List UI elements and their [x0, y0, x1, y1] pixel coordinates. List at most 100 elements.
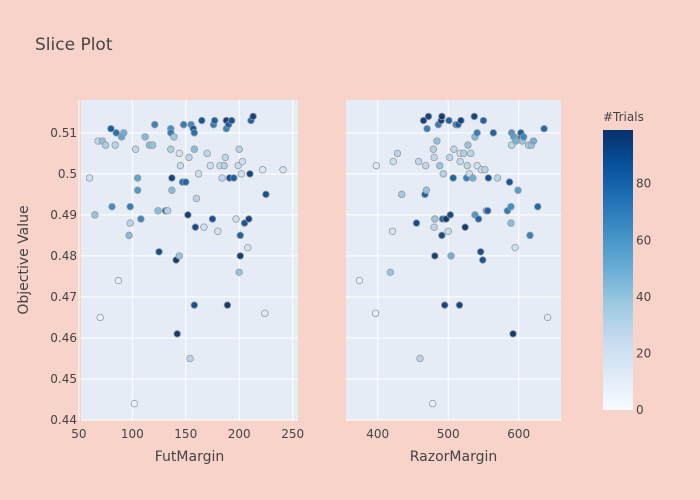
scatter-point: [438, 231, 446, 240]
scatter-point: [126, 219, 134, 227]
scatter-point: [416, 354, 424, 363]
scatter-point: [185, 153, 193, 162]
scatter-point: [279, 166, 287, 174]
scatter-point: [514, 186, 522, 194]
x-tick-label: 150: [174, 427, 197, 441]
scatter-point: [526, 231, 534, 240]
scatter-point: [168, 174, 176, 182]
x-tick-label: 500: [437, 427, 460, 441]
scatter-point: [484, 174, 493, 182]
scatter-point: [137, 215, 145, 223]
scatter-point: [433, 137, 441, 145]
colorbar-tick-label: 80: [636, 177, 651, 191]
scatter-point: [133, 186, 142, 194]
scatter-point: [163, 207, 172, 215]
scatter-point: [474, 215, 483, 223]
scatter-point: [489, 129, 498, 137]
scatter-point: [114, 276, 123, 285]
scatter-point: [505, 178, 514, 186]
scatter-point: [125, 231, 133, 240]
scatter-point: [371, 309, 380, 318]
scatter-point: [203, 149, 211, 158]
scatter-point: [176, 161, 185, 170]
scatter-point: [108, 202, 116, 211]
y-tick-label: 0.44: [50, 413, 77, 427]
scatter-point: [167, 145, 175, 153]
plot-area-razormargin: [346, 100, 561, 420]
scatter-point: [91, 211, 99, 219]
scatter-point: [112, 129, 120, 137]
x-axis-title-razormargin: RazorMargin: [410, 449, 498, 465]
scatter-point: [173, 330, 181, 338]
scatter-point: [228, 116, 236, 125]
scatter-point: [422, 186, 431, 194]
scatter-point: [230, 174, 238, 182]
y-tick-label: 0.5: [58, 167, 77, 181]
scatter-point: [457, 116, 465, 125]
colorbar-tick-label: 40: [636, 290, 651, 304]
scatter-point: [170, 133, 178, 141]
scatter-point: [236, 231, 244, 240]
scatter-point: [111, 141, 119, 149]
scatter-point: [190, 145, 199, 153]
scatter-point: [423, 125, 431, 133]
scatter-point: [154, 207, 162, 215]
scatter-point: [168, 186, 176, 194]
scatter-point: [126, 202, 134, 211]
scatter-point: [543, 313, 552, 322]
scatter-point: [456, 157, 464, 166]
scatter-point: [436, 161, 444, 170]
scatter-point: [175, 149, 184, 158]
scatter-point: [529, 137, 538, 145]
scatter-point: [133, 174, 142, 182]
scatter-point: [235, 268, 243, 277]
scatter-point: [419, 116, 428, 125]
scatter-point: [430, 223, 438, 231]
scatter-point: [493, 174, 502, 182]
scatter-point: [467, 149, 475, 158]
scatter-point: [190, 129, 199, 137]
scatter-point: [96, 313, 104, 322]
scatter-point: [191, 223, 200, 231]
scatter-point: [259, 166, 267, 174]
scatter-point: [424, 112, 433, 121]
scatter-point: [120, 129, 128, 137]
scatter-point: [130, 399, 139, 408]
scatter-point: [519, 133, 528, 141]
scatter-point: [460, 149, 468, 158]
scatter-point: [470, 112, 478, 121]
scatter-point: [511, 243, 519, 252]
scatter-point: [101, 141, 110, 149]
scatter-point: [249, 112, 257, 121]
scatter-point: [534, 202, 542, 211]
scatter-point: [262, 190, 270, 199]
scatter-point: [107, 125, 115, 133]
y-axis-title: Objective Value: [16, 205, 32, 314]
scatter-point: [182, 178, 190, 186]
scatter-point: [464, 141, 472, 149]
x-tick-label: 250: [281, 427, 304, 441]
scatter-point: [220, 161, 228, 170]
y-tick-label: 0.49: [50, 208, 77, 222]
scatter-point: [214, 227, 222, 235]
scatter-point: [190, 301, 199, 309]
scatter-point: [210, 116, 219, 125]
scatter-point: [198, 116, 206, 125]
scatter-point: [223, 301, 232, 309]
scatter-point: [372, 161, 381, 170]
scatter-point: [447, 252, 455, 260]
scatter-point: [476, 248, 485, 256]
scatter-point: [244, 243, 252, 252]
scatter-point: [412, 219, 421, 227]
scatter-point: [540, 125, 548, 133]
scatter-point: [431, 252, 439, 260]
scatter-point: [184, 211, 192, 219]
scatter-point: [507, 219, 515, 227]
scatter-point: [455, 301, 464, 309]
scatter-point: [469, 174, 477, 182]
colorbar-tick-label: 20: [636, 346, 651, 360]
x-tick-label: 100: [121, 427, 144, 441]
y-tick-label: 0.47: [50, 290, 77, 304]
scatter-point: [208, 215, 217, 223]
scatter-point: [421, 161, 430, 170]
